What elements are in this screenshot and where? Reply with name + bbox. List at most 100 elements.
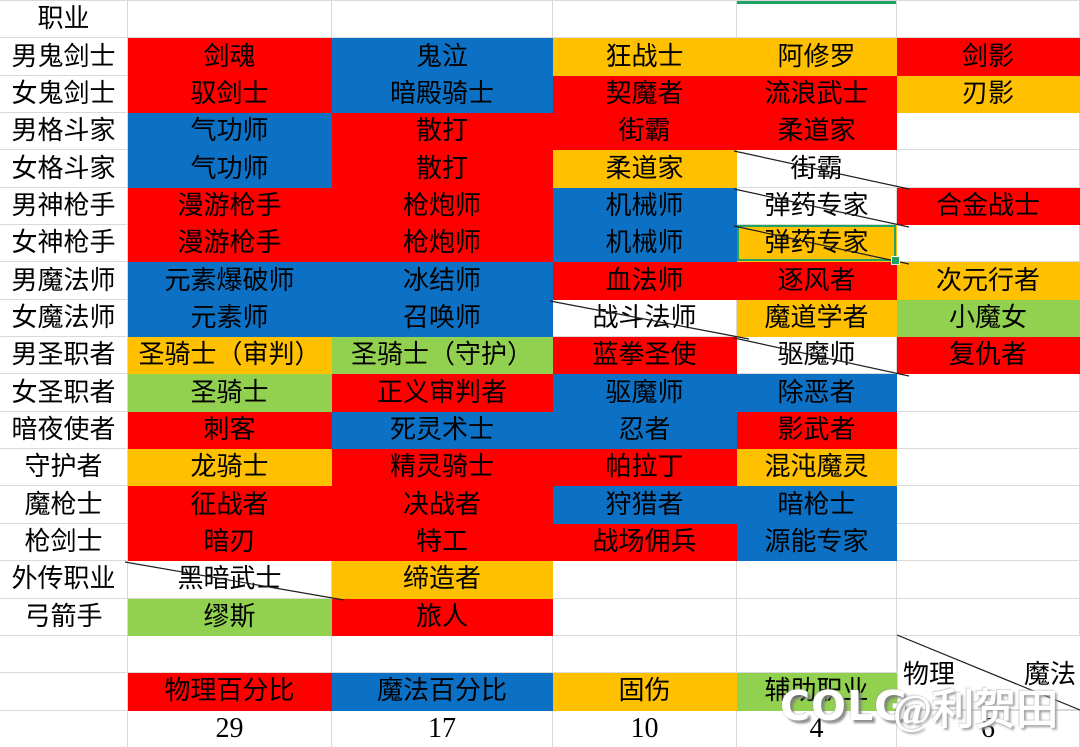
class-cell[interactable]: 柔道家 [737,113,897,151]
class-cell[interactable]: 缔造者 [332,561,553,599]
class-cell[interactable]: 小魔女 [897,299,1080,338]
class-cell[interactable]: 忍者 [553,411,737,450]
class-cell[interactable]: 血法师 [553,262,737,300]
class-cell[interactable]: 帕拉丁 [553,449,737,487]
class-cell[interactable]: 圣骑士 [128,374,332,412]
empty-cell[interactable] [553,561,737,599]
class-cell[interactable]: 驱魔师 [737,337,897,375]
empty-cell[interactable] [553,635,737,674]
empty-cell[interactable] [0,710,128,747]
class-cell[interactable]: 召唤师 [332,299,553,338]
class-cell[interactable]: 逐风者 [737,262,897,300]
class-cell[interactable]: 缪斯 [128,598,332,636]
class-cell[interactable]: 狩猎者 [553,486,737,524]
class-cell[interactable]: 魔道学者 [737,299,897,338]
class-cell[interactable]: 战场佣兵 [553,523,737,562]
row-label-12[interactable]: 魔枪士 [0,486,128,524]
class-cell[interactable]: 剑魂 [128,38,332,76]
empty-cell[interactable] [0,635,128,674]
class-cell[interactable]: 漫游枪手 [128,225,332,263]
empty-cell[interactable] [897,374,1080,412]
class-cell[interactable]: 契魔者 [553,75,737,114]
row-label-4[interactable]: 男神枪手 [0,187,128,226]
row-label-11[interactable]: 守护者 [0,449,128,487]
class-cell[interactable]: 元素师 [128,299,332,338]
class-cell[interactable]: 除恶者 [737,374,897,412]
empty-cell[interactable] [737,1,897,39]
class-cell[interactable]: 机械师 [553,187,737,226]
class-cell[interactable]: 元素爆破师 [128,262,332,300]
class-cell[interactable]: 圣骑士（守护） [332,337,553,375]
empty-cell[interactable] [737,598,897,636]
class-cell[interactable]: 次元行者 [897,262,1080,300]
empty-cell[interactable] [897,449,1080,487]
class-cell[interactable]: 冰结师 [332,262,553,300]
class-cell[interactable]: 暗殿骑士 [332,75,553,114]
stat-value-cell[interactable]: 4 [737,710,897,747]
class-cell[interactable]: 街霸 [737,150,897,188]
empty-cell[interactable] [897,598,1080,636]
empty-cell[interactable] [897,113,1080,151]
class-cell[interactable]: 狂战士 [553,38,737,76]
empty-cell[interactable] [897,486,1080,524]
row-label-13[interactable]: 枪剑士 [0,523,128,562]
class-cell[interactable]: 正义审判者 [332,374,553,412]
class-cell[interactable]: 战斗法师 [553,299,737,338]
empty-cell[interactable] [897,1,1080,39]
stat-header-cell[interactable]: 魔法百分比 [332,673,553,711]
empty-cell[interactable] [897,561,1080,599]
class-cell[interactable]: 街霸 [553,113,737,151]
class-cell[interactable]: 鬼泣 [332,38,553,76]
class-cell[interactable]: 蓝拳圣使 [553,337,737,375]
empty-cell[interactable] [0,673,128,711]
empty-cell[interactable] [332,1,553,39]
empty-cell[interactable] [737,635,897,674]
class-cell[interactable]: 枪炮师 [332,187,553,226]
stat-header-cell[interactable]: 辅助职业 [737,673,897,711]
class-cell[interactable]: 阿修罗 [737,38,897,76]
class-cell[interactable]: 征战者 [128,486,332,524]
class-cell[interactable]: 枪炮师 [332,225,553,263]
class-cell[interactable]: 混沌魔灵 [737,449,897,487]
class-cell[interactable]: 合金战士 [897,187,1080,226]
class-cell[interactable]: 散打 [332,113,553,151]
empty-cell[interactable] [897,523,1080,562]
stat-header-cell[interactable]: 固伤 [553,673,737,711]
class-cell[interactable]: 驱魔师 [553,374,737,412]
empty-cell[interactable] [553,598,737,636]
class-cell[interactable]: 旅人 [332,598,553,636]
row-label-1[interactable]: 女鬼剑士 [0,75,128,114]
row-label-9[interactable]: 女圣职者 [0,374,128,412]
class-cell[interactable]: 机械师 [553,225,737,263]
corner-header-cell[interactable]: 物理 魔法 [897,635,1080,710]
stat-header-cell[interactable]: 物理百分比 [128,673,332,711]
row-label-7[interactable]: 女魔法师 [0,299,128,338]
row-label-2[interactable]: 男格斗家 [0,113,128,151]
row-label-0[interactable]: 男鬼剑士 [0,38,128,76]
row-label-6[interactable]: 男魔法师 [0,262,128,300]
column-header-profession[interactable]: 职业 [0,1,128,39]
row-label-3[interactable]: 女格斗家 [0,150,128,188]
class-cell[interactable]: 黑暗武士 [128,561,332,599]
class-cell[interactable]: 柔道家 [553,150,737,188]
stat-value-cell[interactable]: 10 [553,710,737,747]
class-cell[interactable]: 弹药专家 [737,187,897,226]
class-cell[interactable]: 驭剑士 [128,75,332,114]
class-cell[interactable]: 圣骑士（审判） [128,337,332,375]
stat-value-cell[interactable]: 29 [128,710,332,747]
stat-value-cell[interactable]: 17 [332,710,553,747]
class-cell[interactable]: 影武者 [737,411,897,450]
empty-cell[interactable] [897,150,1080,188]
class-cell[interactable]: 决战者 [332,486,553,524]
class-cell[interactable]: 气功师 [128,113,332,151]
empty-cell[interactable] [897,411,1080,450]
row-label-10[interactable]: 暗夜使者 [0,411,128,450]
class-cell[interactable]: 剑影 [897,38,1080,76]
class-cell[interactable]: 散打 [332,150,553,188]
row-label-14[interactable]: 外传职业 [0,561,128,599]
empty-cell[interactable] [128,635,332,674]
class-cell[interactable]: 源能专家 [737,523,897,562]
class-cell[interactable]: 弹药专家 [737,225,900,266]
row-label-5[interactable]: 女神枪手 [0,225,128,263]
class-cell[interactable]: 流浪武士 [737,75,897,114]
